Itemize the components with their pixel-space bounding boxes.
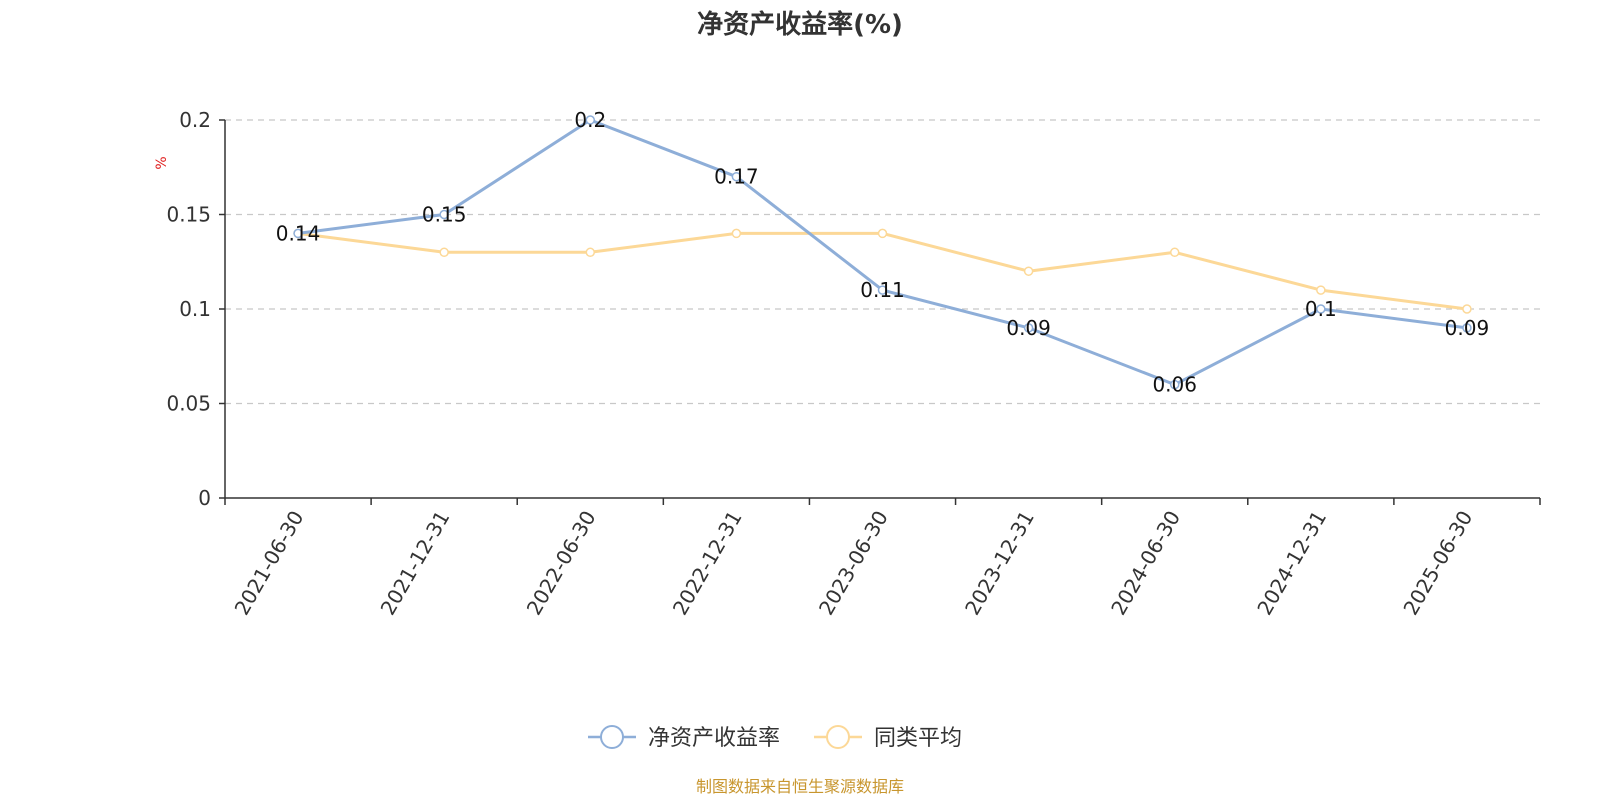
series-1-point bbox=[731, 228, 742, 239]
y-tick-label: 0.1 bbox=[179, 297, 211, 321]
series-1-point bbox=[1169, 247, 1180, 258]
x-tick-label: 2022-06-30 bbox=[522, 507, 601, 620]
legend[interactable]: 净资产收益率 同类平均 bbox=[588, 725, 962, 751]
series-1-point bbox=[439, 247, 449, 258]
y-axis-unit-label: % bbox=[154, 156, 170, 169]
series-0-point bbox=[1023, 323, 1034, 333]
series-1-point bbox=[877, 228, 888, 239]
data-label: 0.09 bbox=[1006, 316, 1051, 340]
x-tick-label: 2024-06-30 bbox=[1106, 507, 1185, 620]
data-label: 0.09 bbox=[1445, 316, 1490, 340]
data-label: 0.15 bbox=[422, 203, 467, 227]
data-label: 0.17 bbox=[714, 165, 759, 189]
data-label: 0.11 bbox=[860, 278, 905, 302]
legend-item-1[interactable]: 同类平均 bbox=[814, 725, 962, 751]
x-tick-label: 2022-12-31 bbox=[668, 507, 747, 620]
data-labels: 0.14 0.15 0.2 0.17 0.11 0.09 0.06 0.1 0.09 bbox=[276, 108, 1489, 397]
legend-marker bbox=[600, 725, 624, 749]
x-tick-label: 2024-12-31 bbox=[1252, 507, 1331, 620]
source-note: 制图数据来自恒生聚源数据库 bbox=[696, 777, 904, 796]
legend-label: 同类平均 bbox=[874, 726, 962, 751]
y-tick-label: 0.2 bbox=[179, 108, 211, 132]
y-tick-label: 0 bbox=[198, 486, 211, 510]
series-lines bbox=[293, 115, 1472, 390]
series-0-point bbox=[585, 115, 596, 125]
y-tick-label: 0.15 bbox=[166, 203, 211, 227]
series-1-point bbox=[1462, 304, 1472, 314]
series-1-point bbox=[1316, 285, 1326, 295]
grid-lines bbox=[225, 119, 1540, 405]
x-tick-label: 2023-06-30 bbox=[814, 507, 893, 620]
data-label: 0.06 bbox=[1152, 373, 1197, 397]
x-tick-label: 2021-12-31 bbox=[376, 507, 455, 620]
y-tick-label: 0.05 bbox=[166, 392, 211, 416]
data-label: 0.14 bbox=[276, 221, 321, 245]
legend-item-0[interactable]: 净资产收益率 bbox=[588, 725, 780, 751]
series-0-point bbox=[293, 228, 303, 239]
axes: 0 0.05 0.1 0.15 0.2 2021-06-30 2021-12-31 2022-… bbox=[166, 108, 1541, 620]
legend-label: 净资产收益率 bbox=[648, 726, 780, 751]
series-0-point bbox=[731, 171, 742, 182]
data-label: 0.1 bbox=[1305, 297, 1337, 321]
series-0-point bbox=[439, 209, 449, 220]
series-1-point bbox=[1023, 266, 1034, 276]
series-1-point bbox=[585, 247, 596, 258]
series-0-point bbox=[1462, 323, 1472, 333]
x-tick-label: 2025-06-30 bbox=[1398, 507, 1477, 620]
x-tick-label: 2023-12-31 bbox=[960, 507, 1039, 620]
series-0-point bbox=[877, 285, 888, 295]
data-label: 0.2 bbox=[574, 108, 606, 132]
chart-title: 净资产收益率(%) bbox=[697, 9, 903, 40]
x-tick-label: 2021-06-30 bbox=[229, 507, 308, 620]
series-0-point bbox=[1316, 304, 1326, 314]
legend-marker bbox=[826, 725, 850, 749]
series-0-point bbox=[1169, 379, 1180, 390]
